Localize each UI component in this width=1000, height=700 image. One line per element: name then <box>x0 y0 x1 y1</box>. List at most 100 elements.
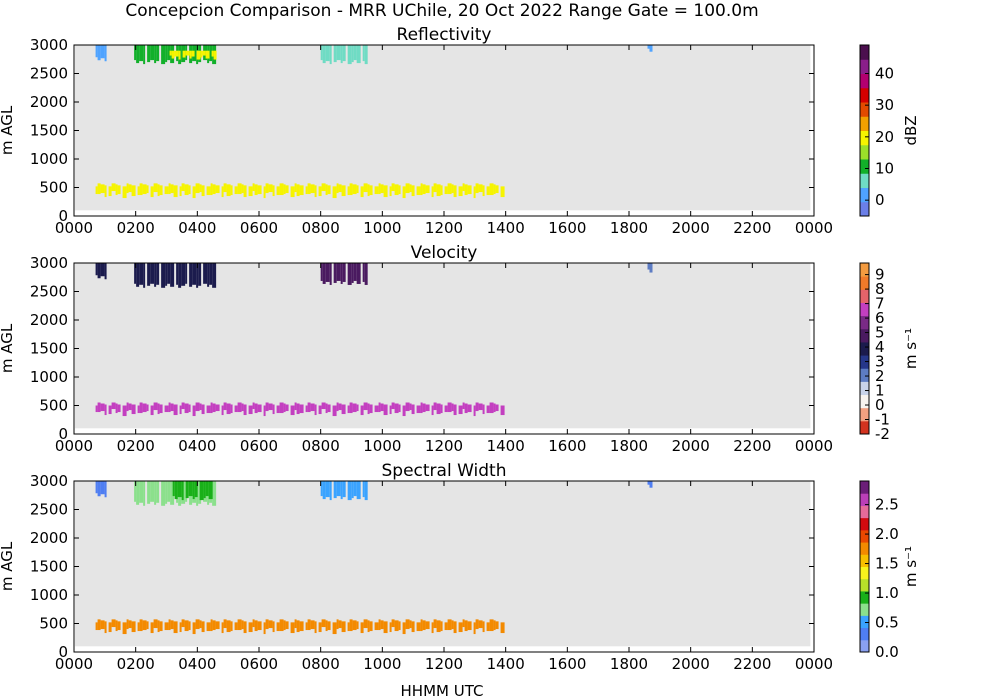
data-mark <box>168 402 171 413</box>
data-mark <box>296 184 300 197</box>
x-tick-label: 0800 <box>302 437 340 455</box>
colorbar-segment <box>860 130 869 146</box>
data-mark <box>340 263 343 284</box>
data-mark <box>147 481 151 504</box>
data-mark <box>179 622 182 633</box>
data-mark <box>226 403 231 415</box>
data-mark <box>205 481 209 497</box>
data-mark <box>156 45 160 62</box>
colorbar-segment <box>860 394 869 409</box>
colorbar-segment <box>860 289 869 303</box>
data-region-0 <box>95 619 505 635</box>
x-tick-label: 0200 <box>117 219 155 237</box>
data-mark <box>181 619 185 628</box>
colorbar-segment <box>860 263 869 277</box>
data-mark <box>241 403 244 412</box>
data-mark <box>170 403 174 412</box>
colorbar-frame <box>859 480 870 653</box>
data-mark <box>500 186 505 198</box>
data-mark <box>97 619 101 631</box>
data-mark <box>436 403 441 415</box>
data-mark <box>342 45 346 62</box>
data-mark <box>159 404 163 414</box>
data-mark <box>188 481 193 497</box>
colorbar-segment <box>860 328 869 343</box>
data-mark <box>394 620 399 632</box>
y-tick-label: 2000 <box>30 93 68 111</box>
data-mark <box>462 619 465 628</box>
data-mark <box>325 184 328 196</box>
data-mark <box>201 621 205 633</box>
data-mark <box>394 403 399 414</box>
data-mark <box>341 404 346 415</box>
colorbar-tick-label: -2 <box>875 425 890 443</box>
x-tick-label: 1000 <box>363 655 401 673</box>
data-mark <box>364 263 368 285</box>
data-mark <box>221 405 224 416</box>
colorbar-tick-label: 1.5 <box>875 555 899 573</box>
data-mark <box>276 622 280 632</box>
data-mark <box>257 185 262 195</box>
figure-suptitle: Concepcion Comparison - MRR UChile, 20 O… <box>125 1 758 21</box>
data-mark <box>436 184 441 197</box>
colorbar-segment <box>860 116 869 131</box>
data-mark <box>201 185 205 197</box>
data-mark <box>433 183 437 193</box>
panel-title: Spectral Width <box>382 461 507 481</box>
data-mark <box>405 183 410 194</box>
data-mark <box>338 620 342 629</box>
data-mark <box>136 481 140 505</box>
data-mark <box>362 481 365 498</box>
data-mark <box>257 621 262 631</box>
data-mark <box>294 183 297 193</box>
colorbar-segment <box>860 481 869 494</box>
data-mark <box>475 183 479 194</box>
data-mark <box>126 619 129 630</box>
data-mark <box>164 186 169 195</box>
x-tick-label: 0000 <box>795 437 833 455</box>
data-mark <box>356 185 359 194</box>
data-mark <box>108 622 112 633</box>
data-mark <box>360 186 364 198</box>
data-mark <box>172 481 175 497</box>
data-mark <box>184 620 189 632</box>
data-mark <box>322 481 326 500</box>
data-mark <box>147 263 151 286</box>
data-mark <box>192 263 197 285</box>
data-mark <box>179 405 182 415</box>
data-mark <box>447 183 452 195</box>
data-mark <box>243 404 247 416</box>
data-mark <box>276 186 280 196</box>
data-mark <box>170 620 174 630</box>
data-mark <box>111 619 116 628</box>
data-mark <box>97 263 101 279</box>
data-mark <box>206 405 211 414</box>
data-mark <box>198 481 202 504</box>
data-mark <box>327 404 331 413</box>
data-mark <box>192 405 196 417</box>
data-mark <box>170 263 175 287</box>
data-mark <box>310 620 315 630</box>
data-mark <box>164 405 169 413</box>
data-mark <box>489 619 494 632</box>
data-mark <box>336 45 341 61</box>
data-mark <box>296 620 300 633</box>
y-axis-label: m AGL <box>0 541 16 591</box>
data-mark <box>467 185 472 195</box>
data-mark <box>402 622 406 635</box>
data-mark <box>425 404 430 412</box>
colorbar-segment <box>860 276 869 290</box>
data-region-2 <box>169 50 217 60</box>
data-mark <box>181 481 184 501</box>
data-mark <box>265 183 269 194</box>
x-tick-label: 0800 <box>302 219 340 237</box>
data-mark <box>139 481 144 503</box>
data-mark <box>362 263 365 282</box>
colorbar-tick-label: 0.0 <box>875 643 899 661</box>
colorbar-tick-label: 2 <box>875 367 885 385</box>
data-mark <box>433 619 437 629</box>
data-mark <box>647 263 650 270</box>
x-axis-label: HHMM UTC <box>401 682 484 700</box>
data-mark <box>211 50 214 57</box>
x-tick-label: 1600 <box>548 437 586 455</box>
